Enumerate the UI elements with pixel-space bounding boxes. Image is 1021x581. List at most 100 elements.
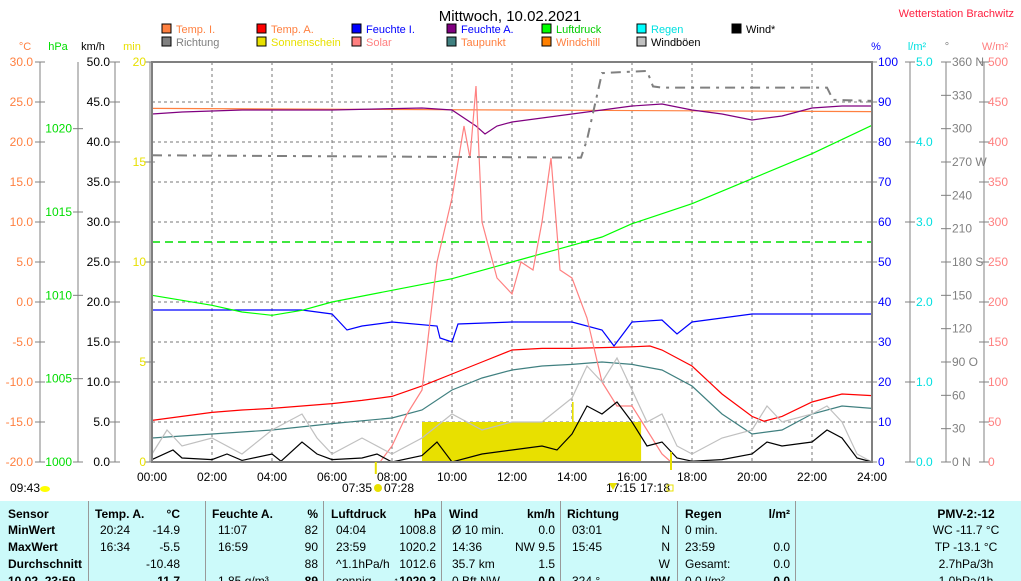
table-cell: ↑1020.2 <box>393 574 436 581</box>
legend-label: Windchill <box>556 37 600 49</box>
series-temp-a <box>151 345 873 422</box>
axis-tick-label-wind: 5.0 <box>93 415 110 429</box>
sunshine-bar <box>621 422 624 462</box>
axis-unit-wind: km/h <box>81 41 105 53</box>
sunshine-bar <box>548 422 550 462</box>
sunshine-bar <box>447 422 450 462</box>
axis-tick-label-temp: -5.0 <box>12 335 33 349</box>
table-divider <box>88 501 89 581</box>
sunshine-bar <box>492 422 495 462</box>
legend: Temp. I. Temp. A. Feuchte I. Feuchte A. Luft… <box>161 23 776 49</box>
axis-unit-temp: °C <box>19 41 31 53</box>
sunshine-bar <box>566 422 568 462</box>
x-tick-label: 20:00 <box>737 470 767 484</box>
sunshine-bar <box>482 422 484 462</box>
sunshine-bar <box>486 422 489 462</box>
sunshine-bar <box>617 422 619 462</box>
table-cell: W <box>658 557 670 571</box>
sunshine-bar <box>615 422 618 462</box>
table-cell: ^1.1hPa/h <box>336 557 390 571</box>
sunshine-bar <box>480 422 483 462</box>
table-header: % <box>307 507 318 521</box>
table-cell: 20:24 <box>100 523 131 537</box>
axis-tick-label-wind: 20.0 <box>87 295 111 309</box>
axis-tick-label-direction: 240 <box>952 188 972 202</box>
sunshine-bar <box>510 422 513 462</box>
sunshine-bar <box>507 422 510 462</box>
axis-tick-label-sun: 5 <box>139 355 146 369</box>
sunshine-bar <box>540 422 543 462</box>
series-feuchte-a <box>151 103 872 135</box>
axis-tick-label-humidity: 50 <box>878 255 892 269</box>
table-header: Temp. A. <box>95 507 145 521</box>
sunshine-bar <box>485 422 487 462</box>
sunshine-bar <box>596 422 598 462</box>
table-cell: 90 <box>304 540 318 554</box>
weather-chart: Mittwoch, 10.02.2021 Wetterstation Brach… <box>6 8 1014 495</box>
table-cell: NW <box>650 574 670 581</box>
legend-swatch <box>541 23 552 34</box>
axis-tick-label-sun: 20 <box>133 55 147 69</box>
series-luftdruck <box>151 124 873 316</box>
table-cell: 0.0 l/m² <box>685 574 726 581</box>
axis-tick-label-wind: 40.0 <box>87 135 111 149</box>
sunshine-bar <box>458 422 460 462</box>
axis-tick-label-temp: 0.0 <box>16 295 33 309</box>
sunshine-bar <box>558 422 561 462</box>
sunshine-bar <box>570 422 573 462</box>
sunshine-bar <box>491 422 493 462</box>
sunshine-bar <box>500 422 502 462</box>
axis-tick-label-sun: 10 <box>133 255 147 269</box>
sunshine-bar <box>635 422 637 462</box>
sunshine-bar <box>513 422 516 462</box>
series-layer <box>151 69 873 463</box>
axis-tick-label-rain: 0.0 <box>916 455 933 469</box>
legend-swatch <box>446 23 457 34</box>
table-header: Wind <box>449 507 479 521</box>
table-cell: NW 9.5 <box>514 540 555 554</box>
sunshine-bar <box>639 422 642 462</box>
sunshine-bar <box>516 422 519 462</box>
legend-label: Temp. A. <box>271 24 314 36</box>
sunset-time: 17:18 <box>640 481 670 495</box>
table-cell: 1.85 g/m³ <box>218 574 269 581</box>
sunshine-bar <box>609 422 612 462</box>
sunshine-bar <box>494 422 496 462</box>
table-cell: 1008.8 <box>399 523 436 537</box>
sunshine-bar <box>575 422 577 462</box>
series-temp-i <box>151 107 873 113</box>
table-cell: Gesamt: <box>685 557 731 571</box>
sunshine-bar <box>437 422 439 462</box>
sunshine-bar <box>531 422 534 462</box>
table-divider <box>205 501 206 581</box>
axis-tick-label-solar: 200 <box>988 295 1008 309</box>
sunset-arrow-icon <box>609 483 617 490</box>
sunshine-bar <box>453 422 456 462</box>
axis-tick-label-pressure: 1020 <box>45 122 72 136</box>
sunshine-bar <box>590 422 592 462</box>
sunshine-bar <box>530 422 532 462</box>
sunshine-bar <box>461 422 463 462</box>
sunshine-bar <box>504 422 507 462</box>
axis-tick-label-rain: 3.0 <box>916 215 933 229</box>
sunshine-bar <box>549 422 552 462</box>
legend-label: Feuchte I. <box>366 24 415 36</box>
table-cell: 82 <box>304 523 318 537</box>
sunshine-bar <box>501 422 504 462</box>
table-cell: 0 min. <box>685 523 718 537</box>
sunshine-bar <box>528 422 531 462</box>
axis-tick-label-humidity: 0 <box>878 455 885 469</box>
x-tick-label: 10:00 <box>437 470 467 484</box>
axis-tick-label-solar: 0 <box>988 455 995 469</box>
x-tick-label: 22:00 <box>797 470 827 484</box>
table-cell: 1.0hPa/1h <box>938 574 994 581</box>
sunshine-bar <box>423 422 426 462</box>
sunshine-bar <box>626 422 628 462</box>
axis-tick-label-temp: -20.0 <box>6 455 34 469</box>
table-cell: -10.48 <box>145 557 180 571</box>
sunshine-bar <box>425 422 427 462</box>
sunshine-bar <box>603 422 606 462</box>
sunshine-bar <box>602 422 604 462</box>
sunshine-bar <box>611 422 613 462</box>
